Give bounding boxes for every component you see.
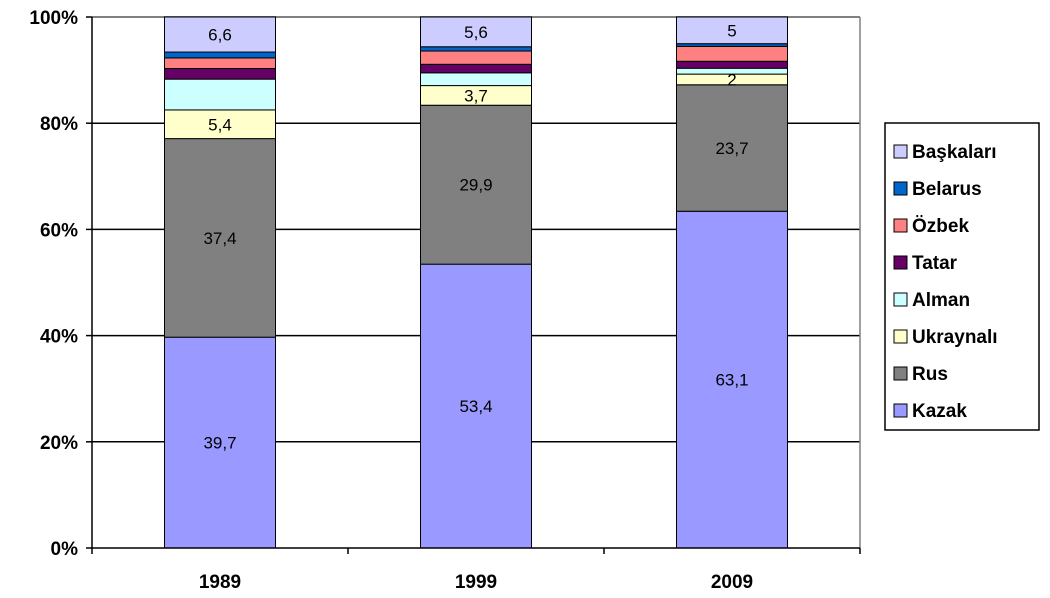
legend-swatch [893, 181, 908, 196]
bar-segment [420, 72, 532, 87]
x-category-label: 1989 [199, 572, 241, 593]
bar-segment [420, 263, 532, 549]
bar-segment [164, 16, 276, 53]
bar-segment [164, 78, 276, 111]
bar-segment [676, 210, 788, 549]
y-tick-label: 20% [40, 433, 78, 454]
y-tick-label: 60% [40, 220, 78, 241]
legend-swatch [893, 144, 908, 159]
y-tick-label: 100% [29, 8, 78, 29]
bar-segment [420, 50, 532, 65]
bar-segment [676, 60, 788, 69]
legend-swatch [893, 366, 908, 381]
legend-label: Alman [912, 290, 970, 311]
x-category-label: 1999 [455, 572, 497, 593]
bar-segment [676, 45, 788, 62]
legend-swatch [893, 403, 908, 418]
data-label: 23,7 [715, 139, 748, 158]
legend-box [884, 122, 1040, 431]
y-tick-label: 40% [40, 327, 78, 348]
y-tick-label: 0% [51, 539, 79, 560]
data-label: 3,7 [464, 86, 488, 105]
legend-swatch [893, 329, 908, 344]
bar-segment [164, 68, 276, 80]
bar-segment [420, 63, 532, 74]
legend-label: Başkaları [912, 142, 997, 163]
axes: 0% 20% 40% 60% 80% 100% 1989 1999 2009 [29, 8, 861, 593]
bar-segment [420, 16, 532, 48]
legend: Başkaları Belarus Özbek Tatar Alman Ukraynalı… [884, 122, 1040, 431]
legend-label: Tatar [912, 253, 958, 274]
bars: 39,7 37,4 5,4 6,6 53,4 29,9 3,7 5,6 63,1 23,7 2 5 [164, 16, 788, 549]
data-label: 2 [727, 70, 736, 89]
data-label: 6,6 [208, 26, 232, 45]
data-label: 53,4 [459, 397, 492, 416]
bar-segment [676, 16, 788, 45]
data-label: 5,6 [464, 23, 488, 42]
data-label: 37,4 [203, 229, 236, 248]
legend-label: Kazak [912, 401, 967, 422]
legend-label: Rus [912, 364, 948, 385]
bar-segment [676, 67, 788, 75]
legend-swatch [893, 218, 908, 233]
data-label: 63,1 [715, 371, 748, 390]
bar-segment [164, 109, 276, 140]
data-label: 29,9 [459, 176, 492, 195]
legend-swatch [893, 292, 908, 307]
bar-segment [164, 57, 276, 70]
legend-label: Ukraynalı [912, 327, 998, 348]
data-label: 39,7 [203, 434, 236, 453]
data-label: 5,4 [208, 115, 232, 134]
bar-segment [164, 51, 276, 59]
bar-segment [420, 46, 532, 52]
legend-label: Belarus [912, 179, 982, 200]
legend-swatch [893, 255, 908, 270]
y-tick-label: 80% [40, 114, 78, 135]
bar-segment [164, 138, 276, 338]
legend-label: Özbek [912, 216, 969, 237]
x-category-label: 2009 [711, 572, 753, 593]
bar-segment [420, 104, 532, 265]
bar-segment [676, 84, 788, 212]
data-label: 5 [727, 21, 736, 40]
